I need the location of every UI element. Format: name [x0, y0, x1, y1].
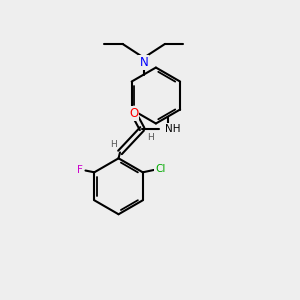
Text: N: N [140, 56, 148, 69]
Text: O: O [129, 107, 139, 120]
Text: F: F [77, 165, 82, 175]
Text: Cl: Cl [155, 164, 166, 174]
Text: NH: NH [165, 124, 181, 134]
Text: H: H [147, 133, 154, 142]
Text: H: H [110, 140, 117, 149]
